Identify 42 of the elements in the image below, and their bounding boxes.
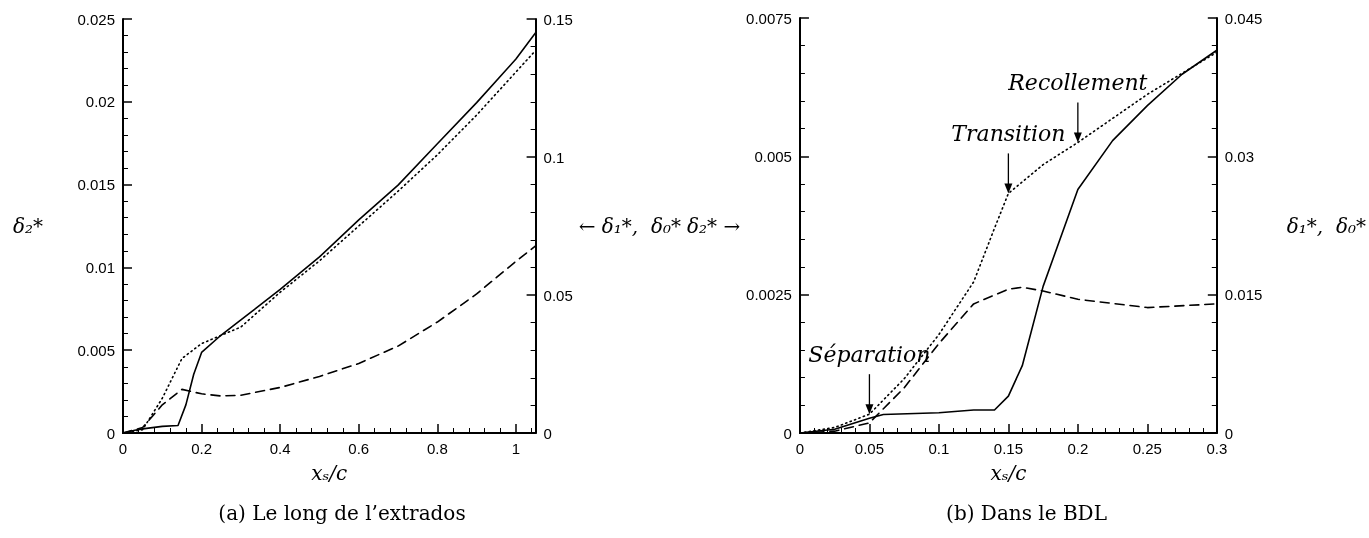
x-tick-label: 0.4	[269, 440, 291, 457]
y-tick-label: 0.02	[85, 93, 115, 111]
x-tick-label: 0	[795, 440, 805, 457]
y2-tick-label: 0.1	[543, 148, 565, 166]
x-tick-label: 0.2	[1067, 440, 1089, 457]
x-tick-label: 1	[511, 440, 521, 457]
y-axis-title: δ₂* →	[686, 213, 741, 238]
annotation: Transition	[951, 120, 1066, 146]
x-tick-label: 0.1	[928, 440, 950, 457]
y-tick-label: 0.005	[754, 147, 792, 165]
y2-axis-title: δ₁*, δ₀*	[1286, 213, 1367, 238]
annotation: Séparation	[808, 341, 931, 367]
y-tick-label: 0.0075	[746, 9, 792, 27]
y2-tick-label: 0.05	[543, 286, 573, 304]
x-tick-label: 0.3	[1206, 440, 1228, 457]
x-tick-label: 0.2	[191, 440, 213, 457]
y-tick-label: 0.025	[77, 10, 115, 28]
x-tick-label: 0.6	[348, 440, 370, 457]
y-tick-label: 0.005	[77, 341, 115, 359]
y2-tick-label: 0.045	[1224, 9, 1263, 27]
x-tick-label: 0.15	[993, 440, 1023, 457]
y-tick-label: 0.015	[77, 176, 115, 194]
text: (a) Le long de l’extrados	[218, 501, 466, 525]
y2-tick-label: 0	[543, 424, 552, 442]
x-axis-title: xₛ/c	[311, 461, 348, 485]
y2-axis-title: ← δ₁*, δ₀*	[578, 214, 682, 238]
annotation: Recollement	[1007, 70, 1148, 95]
y-tick-label: 0	[106, 424, 115, 442]
x-tick-label: 0.25	[1132, 440, 1162, 457]
y-tick-label: 0.0025	[746, 286, 792, 304]
x-axis-title: xₛ/c	[990, 461, 1027, 485]
y-tick-label: 0	[783, 424, 792, 442]
text: (b) Dans le BDL	[946, 501, 1107, 525]
y2-tick-label: 0.15	[543, 10, 573, 28]
x-tick-label: 0	[118, 440, 128, 457]
y-axis-title: δ₂*	[12, 214, 43, 238]
x-tick-label: 0.05	[854, 440, 885, 457]
y2-tick-label: 0	[1224, 424, 1234, 442]
y2-tick-label: 0.015	[1224, 286, 1263, 304]
y2-tick-label: 0.03	[1224, 147, 1255, 165]
x-tick-label: 0.8	[426, 440, 448, 457]
y-tick-label: 0.01	[85, 258, 115, 276]
